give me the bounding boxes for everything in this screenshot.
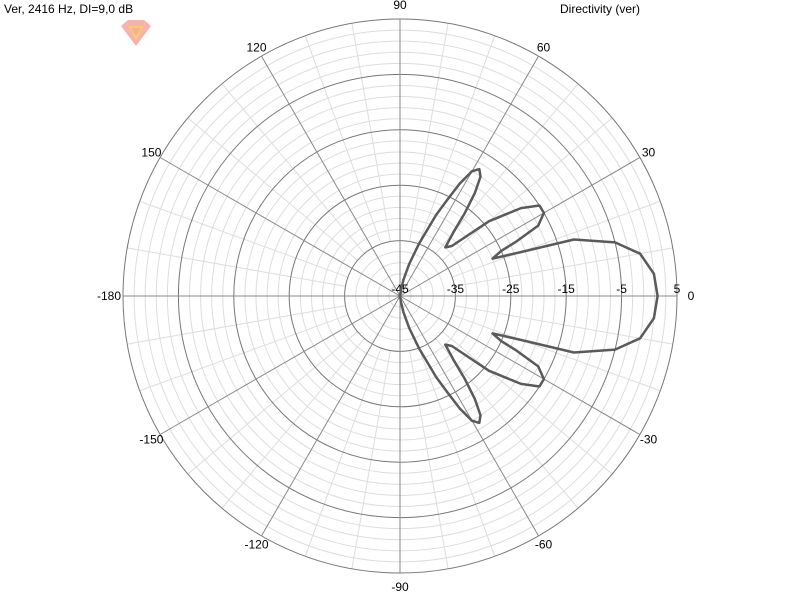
radial-tick-label: -35 — [447, 282, 465, 296]
grid-spoke-major — [159, 295, 401, 435]
chart-title: Directivity (ver) — [560, 2, 640, 16]
angle-tick-label: -30 — [640, 433, 658, 447]
grid-spoke-major — [261, 55, 401, 297]
angle-tick-label: 120 — [246, 40, 266, 54]
angle-tick-label: 90 — [393, 0, 407, 12]
directivity-trace — [398, 167, 659, 425]
gem-logo-icon — [121, 20, 151, 46]
grid-spoke-major — [399, 295, 641, 435]
angle-tick-label: -120 — [244, 538, 268, 552]
plot-info-title: Ver, 2416 Hz, DI=9,0 dB — [4, 2, 134, 16]
radial-tick-label: 5 — [674, 282, 681, 296]
angle-tick-label: -90 — [391, 580, 409, 593]
angle-tick-label: 60 — [537, 40, 551, 54]
grid-spoke-major — [261, 295, 401, 537]
grid-spoke-major — [159, 157, 401, 297]
angle-tick-label: 0 — [688, 289, 695, 303]
grid-spoke-major — [399, 157, 641, 297]
angle-tick-label: -150 — [139, 433, 163, 447]
angle-tick-label: 30 — [642, 146, 656, 160]
grid-spoke-major — [399, 295, 539, 537]
angle-tick-label: -180 — [97, 289, 121, 303]
radial-tick-label: -5 — [616, 282, 627, 296]
angle-tick-label: 150 — [141, 146, 161, 160]
angle-tick-label: -60 — [535, 538, 553, 552]
radial-tick-label: -25 — [502, 282, 520, 296]
radial-tick-label: -15 — [558, 282, 576, 296]
grid-spoke-major — [399, 55, 539, 297]
